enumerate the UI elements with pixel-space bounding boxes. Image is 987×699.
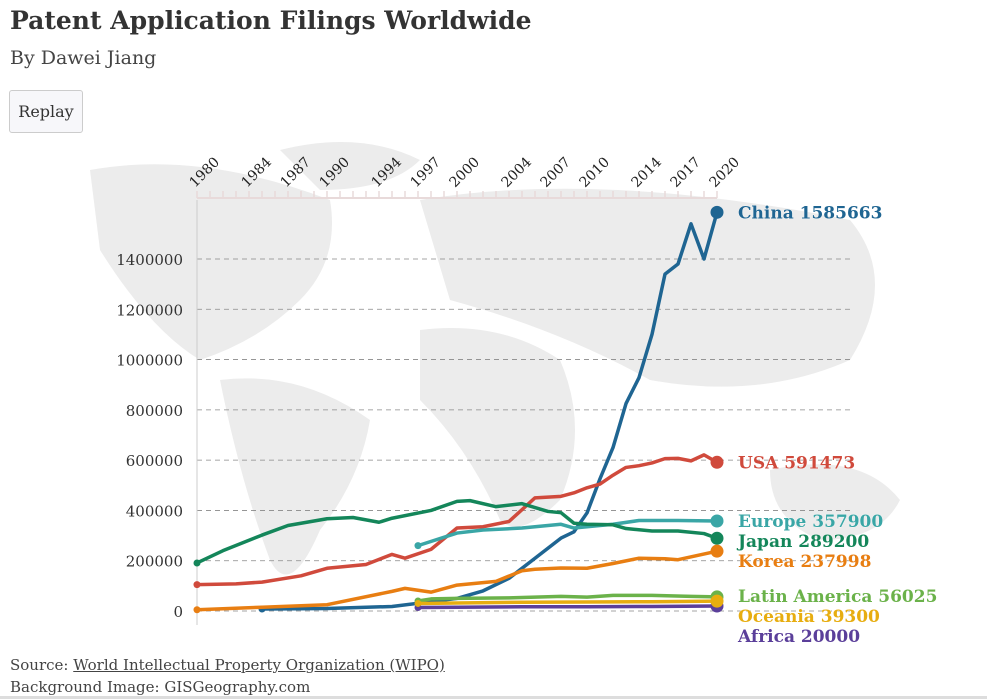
x-tick-label: 2010 xyxy=(577,154,614,191)
start-point xyxy=(193,559,201,567)
series-label: China 1585663 xyxy=(738,203,882,223)
y-tick-label: 0 xyxy=(173,603,183,621)
y-tick-label: 1200000 xyxy=(116,301,183,319)
y-tick-label: 800000 xyxy=(126,402,183,420)
start-point xyxy=(414,599,422,607)
series-label: Oceania 39300 xyxy=(738,607,880,627)
source-note: Source: World Intellectual Property Orga… xyxy=(10,654,445,698)
series-line[interactable] xyxy=(417,604,718,610)
series-usa: USA 591473 xyxy=(193,453,855,589)
source-link[interactable]: World Intellectual Property Organization… xyxy=(73,656,445,674)
series-latin-america: Latin America 56025 xyxy=(414,587,938,607)
x-tick-label: 2014 xyxy=(629,154,666,191)
series-line[interactable] xyxy=(417,518,718,548)
source-prefix: Source: xyxy=(10,656,74,674)
divider xyxy=(0,696,987,699)
end-point[interactable] xyxy=(710,455,724,469)
series-label: Japan 289200 xyxy=(736,532,869,552)
start-point xyxy=(414,542,422,550)
end-point[interactable] xyxy=(710,514,724,528)
y-tick-label: 200000 xyxy=(126,553,183,571)
series-japan: Japan 289200 xyxy=(193,498,870,567)
end-point[interactable] xyxy=(710,594,724,608)
chart-title: Patent Application Filings Worldwide xyxy=(10,6,532,35)
series-label: Africa 20000 xyxy=(737,627,860,647)
start-point xyxy=(193,606,201,614)
series-line[interactable] xyxy=(417,593,718,603)
replay-button[interactable]: Replay xyxy=(9,90,83,133)
background-credit: Background Image: GISGeography.com xyxy=(10,678,311,696)
world-map-background xyxy=(90,142,900,575)
series-europe: Europe 357900 xyxy=(414,512,884,550)
end-point[interactable] xyxy=(710,544,724,558)
series-label: Europe 357900 xyxy=(738,512,883,532)
y-tick-label: 400000 xyxy=(126,502,183,520)
end-point[interactable] xyxy=(710,531,724,545)
end-point[interactable] xyxy=(710,205,724,219)
series-line[interactable] xyxy=(196,498,718,565)
series-label: Latin America 56025 xyxy=(738,587,937,607)
series-oceania: Oceania 39300 xyxy=(414,594,880,627)
series-label: Korea 237998 xyxy=(738,552,871,572)
series-line[interactable] xyxy=(196,549,718,612)
x-tick-label: 2017 xyxy=(668,154,705,191)
x-tick-label: 2007 xyxy=(538,154,575,191)
chart-subtitle: By Dawei Jiang xyxy=(10,47,157,69)
x-tick-label: 2020 xyxy=(707,154,744,191)
series-africa: Africa 20000 xyxy=(414,599,860,647)
y-tick-label: 1000000 xyxy=(116,352,183,370)
series-korea: Korea 237998 xyxy=(193,544,872,614)
x-tick-label: 2004 xyxy=(499,154,536,191)
y-tick-label: 1400000 xyxy=(116,251,183,269)
series-label: USA 591473 xyxy=(738,453,855,473)
x-tick-label: 2000 xyxy=(447,154,484,191)
series-line[interactable] xyxy=(417,599,718,606)
start-point xyxy=(193,581,201,589)
y-tick-label: 600000 xyxy=(126,452,183,470)
series-line[interactable] xyxy=(196,453,718,587)
